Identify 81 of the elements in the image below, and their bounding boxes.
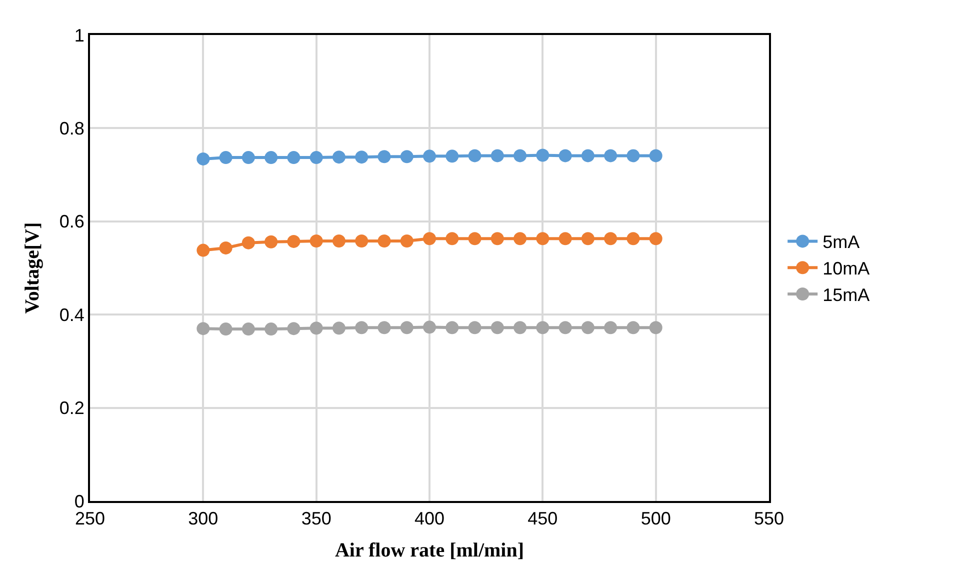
point [242,236,255,250]
point [490,149,504,162]
point [423,232,436,246]
point [219,322,232,336]
y-tick-label: 0 [74,491,84,512]
x-axis-title: Air flow rate [ml/min] [334,540,524,562]
point [400,234,414,248]
point [604,321,618,334]
y-tick-label: 1 [74,25,84,46]
point [423,150,436,163]
legend-label: 10mA [822,258,870,279]
point [581,321,594,334]
point [536,148,550,162]
point [332,322,346,335]
point [514,321,527,334]
point [446,321,459,334]
x-tick-label: 450 [528,508,558,529]
y-tick-label: 0.2 [59,398,84,418]
point [626,321,640,334]
point [355,234,368,248]
point [332,150,346,164]
point [490,321,504,334]
point [490,232,504,246]
point [514,232,527,246]
x-tick-label: 250 [74,508,106,529]
y-tick-label: 0.8 [59,118,84,138]
point [400,150,414,164]
point [649,149,662,162]
point [332,234,346,248]
x-tick-label: 350 [301,508,332,529]
point [219,241,232,254]
point [355,321,368,334]
point [378,150,391,164]
point [558,149,572,162]
x-tick-label: 300 [188,508,218,529]
point [310,322,323,335]
point [581,232,594,246]
point [196,322,210,336]
y-axis-title: Voltage[V] [21,222,44,314]
point [196,152,210,166]
point [536,321,550,334]
point [378,321,391,334]
legend-label: 5mA [822,232,860,252]
point [558,232,572,246]
point [310,151,323,164]
point [446,232,459,246]
y-tick-label: 0.4 [59,304,84,325]
point [468,232,482,246]
point [423,320,436,334]
point [264,151,278,164]
point [242,151,255,164]
point [378,234,391,248]
point [604,149,618,162]
point [287,151,300,164]
point [649,321,662,334]
x-tick-label: 500 [640,508,671,529]
point [581,149,594,162]
point [287,234,300,248]
point [264,235,278,248]
point [287,322,300,336]
point [264,322,278,336]
point [196,244,210,257]
point [355,150,368,164]
x-tick-label: 550 [754,508,784,529]
point [468,149,482,162]
point [649,232,662,246]
point [604,232,618,246]
legend-label: 15mA [822,285,870,306]
y-tick-label: 0.6 [59,212,84,232]
point [626,232,640,246]
point [310,234,323,248]
point [400,321,414,334]
point [536,232,550,246]
point [446,150,459,163]
point [242,322,255,336]
x-tick-label: 400 [414,508,445,529]
point [514,149,527,162]
point [219,151,232,164]
point [468,321,482,334]
point [558,321,572,334]
point [626,149,640,162]
